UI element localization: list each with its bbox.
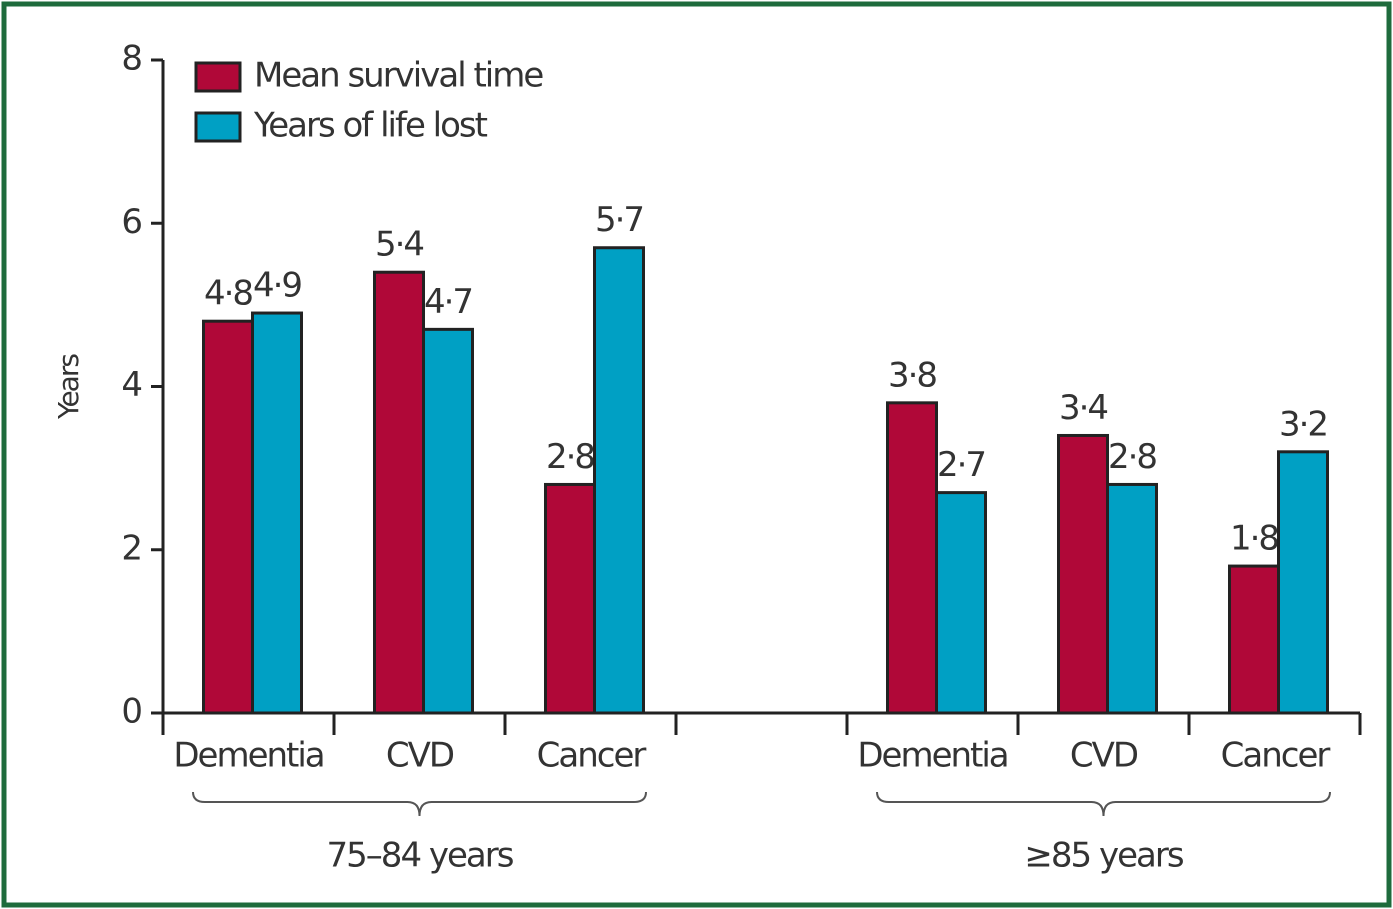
- value-label: 2·7: [937, 445, 985, 485]
- value-label: 3·8: [888, 355, 936, 395]
- x-tick-label: CVD: [1070, 736, 1138, 776]
- bar: [422, 327, 474, 715]
- bar: [544, 482, 596, 715]
- value-label: 1·8: [1230, 519, 1278, 559]
- x-tick-label: Cancer: [1221, 736, 1331, 776]
- x-tick-label: Cancer: [537, 736, 647, 776]
- value-label: 4·8: [204, 274, 252, 314]
- x-tick-label: CVD: [386, 736, 454, 776]
- x-tick-label: Dementia: [173, 736, 323, 776]
- bar: [251, 311, 303, 715]
- value-label: 3·4: [1059, 388, 1107, 428]
- bar: [373, 270, 425, 715]
- value-label: 4·9: [253, 266, 301, 306]
- group-brace: [876, 791, 1331, 817]
- y-tick-label: 8: [121, 39, 141, 79]
- group-label: 75–84 years: [327, 836, 514, 876]
- legend-label: Mean survival time: [254, 56, 543, 96]
- y-tick-label: 0: [121, 692, 141, 732]
- value-label: 5·4: [375, 225, 423, 265]
- group-label: ≥85 years: [1024, 836, 1183, 876]
- bar: [886, 401, 938, 715]
- bar: [1228, 564, 1280, 715]
- bar: [1277, 450, 1329, 715]
- legend-swatch: [194, 61, 242, 93]
- legend-label: Years of life lost: [253, 106, 488, 146]
- y-axis-label: Years: [52, 354, 85, 420]
- bar: [202, 319, 254, 715]
- value-label: 4·7: [424, 282, 472, 322]
- y-tick-label: 2: [121, 528, 141, 568]
- value-label: 2·8: [546, 437, 594, 477]
- x-tick-label: Dementia: [857, 736, 1007, 776]
- y-tick-label: 6: [121, 202, 141, 242]
- bar: [1106, 482, 1158, 715]
- value-label: 3·2: [1279, 404, 1327, 444]
- bar: [1057, 433, 1109, 715]
- value-label: 2·8: [1108, 437, 1156, 477]
- value-label: 5·7: [595, 200, 643, 240]
- bar: [935, 491, 987, 715]
- y-tick-label: 4: [121, 365, 141, 405]
- bar: [593, 246, 645, 715]
- legend-swatch: [194, 111, 242, 143]
- group-brace: [192, 791, 647, 817]
